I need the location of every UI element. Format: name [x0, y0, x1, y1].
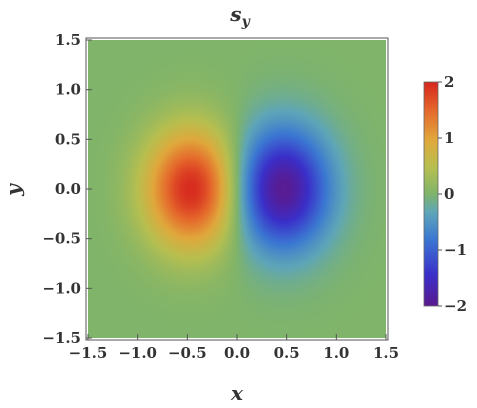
x-tick-label: −0.5 [168, 344, 207, 362]
y-axis-label: y [1, 183, 25, 197]
y-tick-label: −1.5 [42, 329, 81, 347]
y-tick-label: 0.0 [55, 180, 81, 198]
colorbar-ticks: 2 1 0 −1 −2 [438, 73, 467, 315]
x-tick-label: 1.0 [323, 344, 349, 362]
colorbar [423, 81, 439, 307]
x-tick-label: 0.0 [224, 344, 250, 362]
y-axis-ticks: 1.5 1.0 0.5 0.0 −0.5 −1.0 −1.5 [42, 31, 92, 347]
colorbar-tick-label: −2 [444, 297, 467, 315]
y-tick-label: −1.0 [42, 279, 81, 297]
x-tick-label: 1.5 [373, 344, 399, 362]
x-tick-label: −1.5 [69, 344, 108, 362]
chart-title: sy [229, 2, 250, 30]
x-tick-label: −1.0 [118, 344, 157, 362]
x-tick-label: 0.5 [274, 344, 300, 362]
y-tick-label: −0.5 [42, 230, 81, 248]
heatmap-image [88, 40, 386, 338]
y-tick-label: 1.0 [55, 81, 81, 99]
x-axis-ticks: −1.5 −1.0 −0.5 0.0 0.5 1.0 1.5 [69, 334, 399, 362]
chart-title-subscript: y [241, 14, 251, 30]
chart-title-main: s [229, 2, 241, 26]
colorbar-tick-label: −1 [444, 241, 467, 259]
colorbar-tick-label: 2 [444, 73, 454, 91]
colorbar-tick-label: 1 [444, 129, 454, 147]
x-axis-label: x [230, 381, 244, 405]
y-tick-label: 0.5 [55, 130, 81, 148]
colorbar-tick-label: 0 [444, 185, 454, 203]
y-tick-label: 1.5 [55, 31, 81, 49]
